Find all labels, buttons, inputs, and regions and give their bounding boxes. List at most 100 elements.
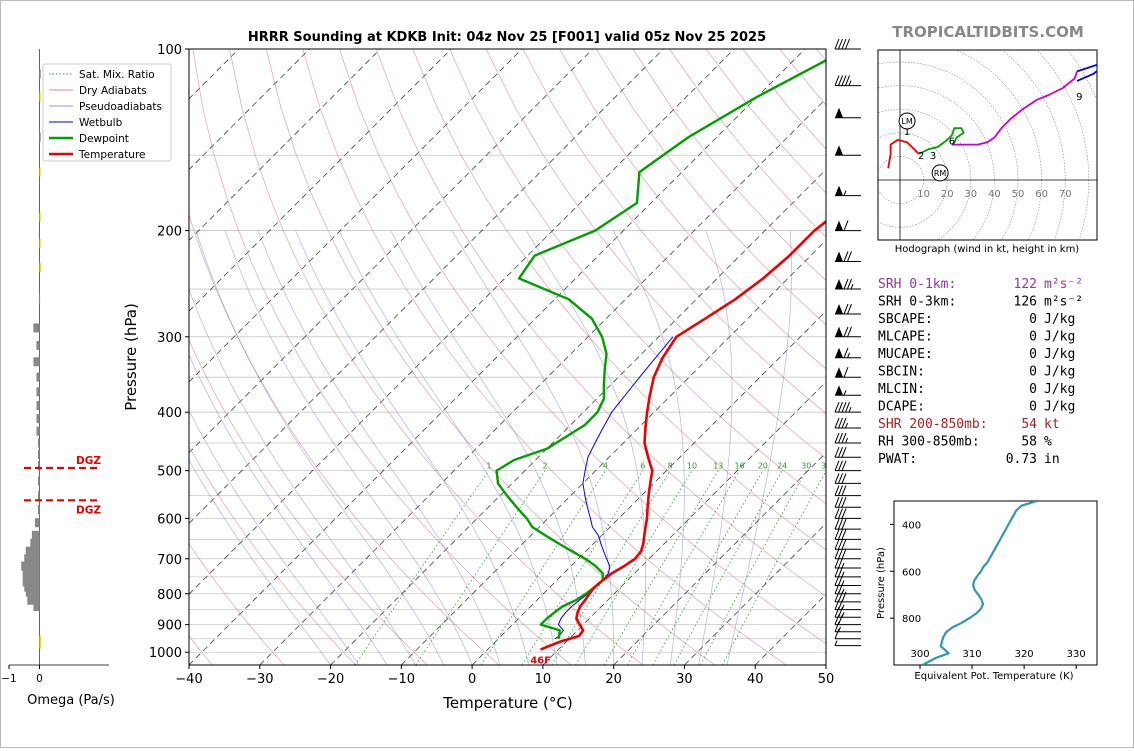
isotherm-line: [189, 49, 381, 241]
wind-barb-flag: [843, 278, 849, 290]
theta-e-y-tick-label: 800: [902, 614, 921, 625]
wind-barb-flag: [838, 539, 843, 550]
dry-adiabat-line: [485, 49, 826, 459]
legend-label: Wetbulb: [79, 117, 123, 129]
wind-barb-flag: [838, 614, 843, 625]
stat-value: 0: [1029, 382, 1037, 397]
hodograph-height-label: 2: [918, 151, 924, 162]
theta-e-x-tick-label: 320: [1015, 649, 1034, 660]
mixing-ratio-label: 1: [486, 462, 491, 471]
omega-bar: [39, 69, 41, 79]
omega-bar: [39, 167, 41, 177]
wind-barb-flag: [834, 508, 840, 519]
wind-barb-pennant: [835, 326, 843, 337]
isotherm-line: [471, 310, 826, 665]
moist-adiabat-line: [189, 409, 360, 665]
wind-barb-flag: [841, 485, 847, 496]
mixing-ratio-line: [521, 470, 644, 665]
hodograph-ring-label: 30: [964, 189, 977, 200]
wind-barb-flag: [834, 628, 840, 639]
stat-unit: J/kg: [1044, 382, 1075, 397]
moist-adiabat-line: [295, 230, 530, 665]
wind-barb-half-flag: [843, 190, 847, 196]
wind-barb-half-flag: [845, 437, 848, 444]
stat-value: 0.73: [1006, 452, 1037, 467]
skewt-background-lines: 1 2 4 6 8 10 13 16 20 24 30 36: [189, 49, 826, 665]
stat-unit: J/kg: [1044, 400, 1075, 415]
wind-barb-flag: [834, 38, 840, 50]
wind-barb-flag: [845, 401, 850, 413]
hodograph-ring-label: 40: [988, 189, 1001, 200]
wind-barb-pennant: [835, 279, 843, 290]
omega-bar: [31, 530, 40, 540]
wind-barb-pennant: [835, 347, 843, 358]
surface-temp-label: 46F: [530, 656, 551, 667]
hodograph-ring-label: 10: [917, 189, 930, 200]
wind-barb-flag: [838, 432, 843, 444]
dry-adiabat-line: [189, 543, 285, 665]
wind-barb-flag: [843, 347, 849, 358]
wind-barb-flag: [847, 278, 852, 290]
dry-adiabat-line: [229, 49, 644, 665]
mixing-ratio-label: 6: [640, 462, 645, 471]
wind-barb-half-flag: [841, 580, 845, 586]
wind-barb-flag: [847, 326, 852, 337]
wind-barb-flag: [845, 75, 850, 86]
wind-barb-half-flag: [841, 604, 845, 610]
stat-label: MUCAPE:: [878, 347, 933, 362]
x-tick-label: 10: [535, 672, 552, 687]
brand-watermark: TROPICALTIDBITS.COM: [892, 23, 1084, 41]
omega-bar: [22, 572, 40, 582]
x-tick-label: 30: [676, 672, 693, 687]
legend-label: Sat. Mix. Ratio: [79, 69, 155, 81]
moist-adiabat-line: [612, 230, 685, 665]
wind-barb-flag: [834, 473, 840, 484]
stat-label: PWAT:: [878, 452, 917, 467]
wind-barb-flag: [843, 251, 849, 262]
wind-barb-flag: [838, 529, 843, 540]
omega-bar: [22, 577, 40, 587]
omega-bar: [36, 387, 40, 397]
theta-e-ylabel: Pressure (hPa): [876, 547, 887, 619]
dry-adiabat-line: [375, 49, 826, 597]
stat-value: 54: [1021, 417, 1037, 432]
moist-adiabat-line: [189, 459, 331, 665]
chart-title: HRRR Sounding at KDKB Init: 04z Nov 25 […: [248, 30, 766, 45]
wind-barb-flag: [841, 539, 847, 550]
wind-barb-half-flag: [841, 562, 845, 569]
wind-barb-flag: [847, 251, 852, 262]
stat-unit: in: [1044, 452, 1060, 467]
wind-barb-flag: [841, 401, 847, 413]
mixing-ratio-label: 30: [801, 462, 811, 471]
omega-bar: [37, 460, 40, 470]
hodograph-trace: [1076, 63, 1097, 82]
stat-unit: J/kg: [1044, 330, 1075, 345]
y-tick-label: 800: [157, 588, 182, 603]
mixing-ratio-label: 20: [758, 462, 768, 471]
wind-barb-flag: [841, 508, 847, 519]
legend-label: Pseudoadiabats: [79, 101, 162, 113]
isotherm-line: [259, 98, 826, 665]
stat-value: 0: [1029, 365, 1037, 380]
dgz-label: DGZ: [76, 504, 101, 516]
omega-bar: [36, 340, 40, 350]
hodograph-ring-label: 60: [1035, 189, 1048, 200]
omega-bar: [25, 546, 40, 556]
stat-unit: m²s⁻²: [1044, 295, 1083, 310]
storm-motion-marker: [898, 112, 916, 130]
mixing-ratio-line: [652, 470, 764, 665]
legend-label: Temperature: [78, 149, 146, 161]
stat-value: 122: [1014, 277, 1037, 292]
mixing-ratio-label: 24: [777, 462, 787, 471]
legend-items: Sat. Mix. Ratio Dry Adiabats Pseudoadiabat…: [49, 69, 162, 161]
wind-barb-flag: [838, 417, 843, 429]
y-tick-label: 300: [157, 331, 182, 346]
wind-barb-pennant: [835, 385, 843, 396]
x-tick-label: 20: [605, 672, 622, 687]
omega-bar: [36, 372, 40, 382]
moist-adiabat-line: [451, 230, 615, 665]
omega-bar: [34, 518, 40, 528]
dewpoint-line: [495, 59, 826, 640]
wind-barb-flag: [841, 417, 847, 429]
